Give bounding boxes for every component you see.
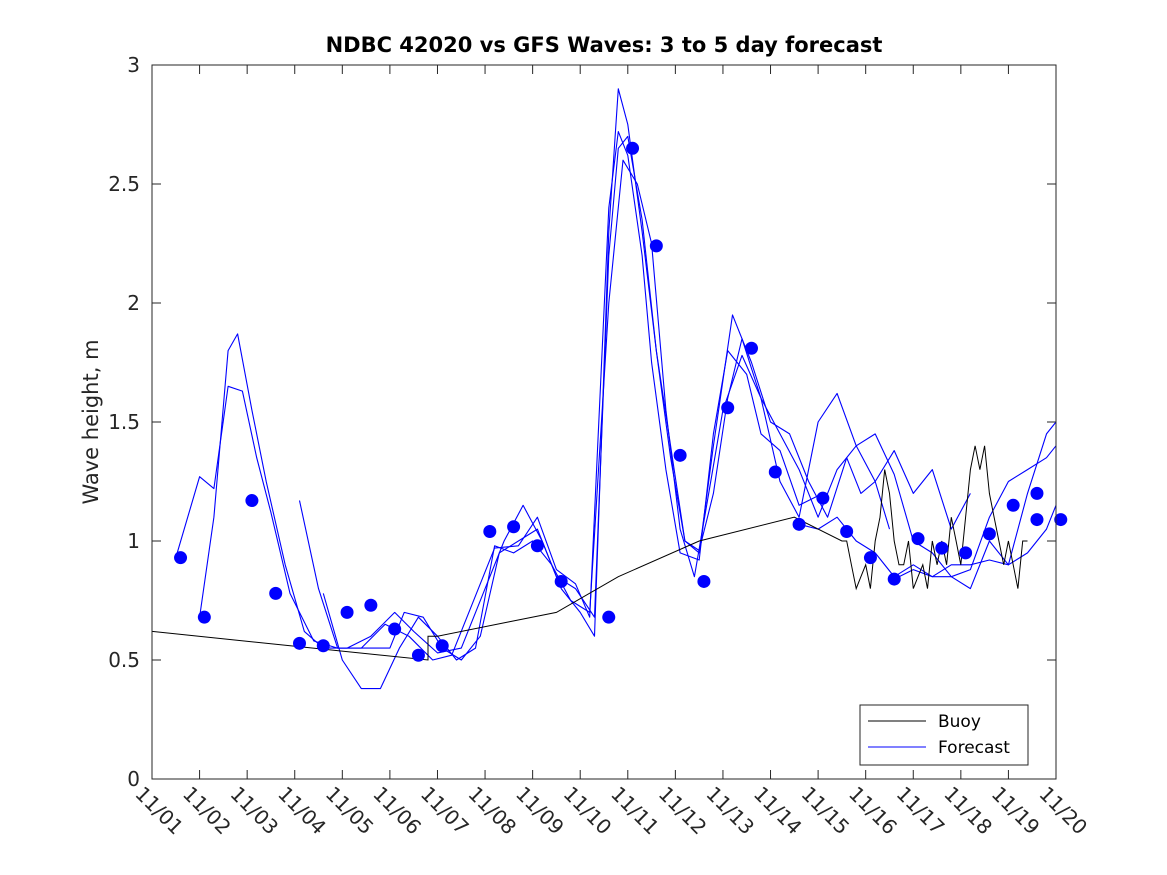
axes-box	[151, 64, 1057, 780]
forecast-line-forecast-5	[893, 505, 1056, 580]
axis-ticks	[151, 64, 1057, 780]
forecast-marker	[911, 532, 925, 546]
forecast-marker	[863, 551, 877, 565]
forecast-marker	[197, 610, 211, 624]
forecast-marker	[269, 586, 283, 600]
forecast-marker-late	[1030, 486, 1044, 500]
forecast-marker	[982, 527, 996, 541]
forecast-marker	[673, 448, 687, 462]
y-axis-label: Wave height, m	[79, 339, 103, 504]
forecast-marker	[364, 598, 378, 612]
legend-box	[859, 704, 1029, 766]
forecast-marker	[411, 648, 425, 662]
y-tick-label: 2.5	[108, 172, 140, 196]
forecast-marker	[388, 622, 402, 636]
forecast-marker	[483, 524, 497, 538]
chart-title: NDBC 42020 vs GFS Waves: 3 to 5 day fore…	[326, 33, 883, 57]
y-tick-labels: 0 0.5 1 1.5 2 2.5 3	[108, 53, 140, 791]
forecast-marker	[792, 517, 806, 531]
forecast-marker	[530, 539, 544, 553]
forecast-marker	[602, 610, 616, 624]
plot-area	[152, 65, 1056, 779]
y-tick-label: 0	[127, 767, 140, 791]
legend: Buoy Forecast	[859, 704, 1029, 766]
series-layer	[152, 88, 1056, 690]
y-tick-label: 1	[127, 529, 140, 553]
y-tick-label: 3	[127, 53, 140, 77]
forecast-marker	[935, 541, 949, 555]
forecast-line-forecast-6	[798, 445, 1056, 578]
forecast-marker	[626, 141, 640, 155]
forecast-marker	[292, 636, 306, 650]
legend-forecast-label: Forecast	[938, 738, 1010, 758]
forecast-line-forecast-1	[175, 131, 824, 661]
y-tick-label: 1.5	[108, 410, 140, 434]
forecast-marker	[768, 465, 782, 479]
forecast-marker	[959, 546, 973, 560]
forecast-marker	[649, 239, 663, 253]
forecast-marker	[435, 639, 449, 653]
forecast-marker	[744, 341, 758, 355]
forecast-marker	[1006, 498, 1020, 512]
legend-buoy-label: Buoy	[938, 712, 981, 732]
forecast-marker	[507, 520, 521, 534]
forecast-line-forecast-3	[298, 135, 971, 661]
forecast-marker	[816, 491, 830, 505]
marker-layer	[174, 141, 1068, 662]
y-tick-label: 0.5	[108, 648, 140, 672]
forecast-marker-late	[1054, 513, 1068, 527]
forecast-marker	[316, 639, 330, 653]
forecast-marker	[721, 401, 735, 415]
y-tick-label: 2	[127, 291, 140, 315]
forecast-marker	[840, 524, 854, 538]
forecast-marker	[887, 572, 901, 586]
forecast-marker	[1030, 513, 1044, 527]
buoy-line	[152, 445, 1028, 661]
forecast-marker	[697, 574, 711, 588]
forecast-line-forecast-2	[199, 88, 891, 654]
forecast-marker	[245, 494, 259, 508]
forecast-marker	[174, 551, 188, 565]
forecast-marker	[554, 574, 568, 588]
forecast-marker	[340, 605, 354, 619]
